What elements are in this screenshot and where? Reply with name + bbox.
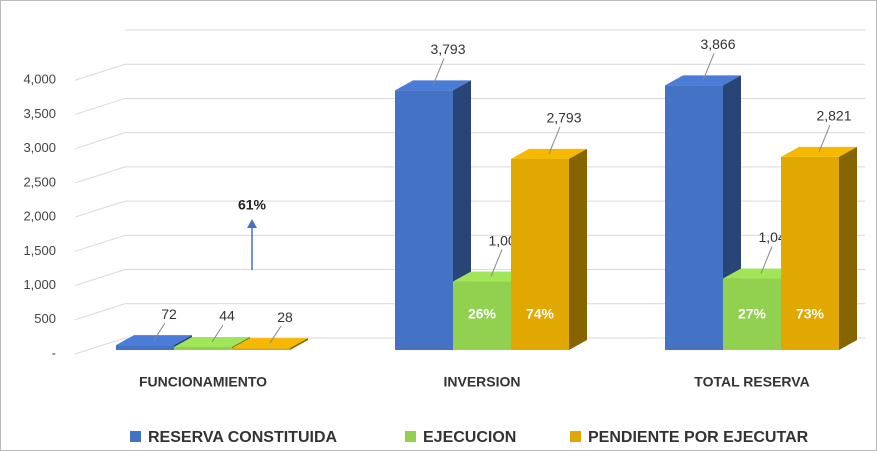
legend-label: RESERVA CONSTITUIDA bbox=[148, 429, 338, 446]
bar bbox=[116, 345, 174, 350]
value-label: 44 bbox=[219, 308, 235, 324]
leader-line bbox=[818, 124, 831, 153]
grid-line bbox=[74, 63, 865, 81]
grid-line bbox=[74, 337, 865, 355]
bar bbox=[232, 348, 290, 350]
grid-line bbox=[74, 97, 865, 115]
leader-line bbox=[432, 58, 445, 86]
x-tick-label: TOTAL RESERVA bbox=[694, 374, 809, 390]
bar-side bbox=[569, 148, 587, 350]
value-label: 2,821 bbox=[816, 108, 851, 124]
percent-label: 73% bbox=[796, 306, 825, 322]
value-label: 72 bbox=[161, 306, 177, 322]
leader-line bbox=[153, 322, 166, 341]
grid-line bbox=[74, 234, 865, 252]
y-tick-label: 3,500 bbox=[23, 106, 56, 121]
bar bbox=[453, 281, 511, 350]
grid-line bbox=[74, 132, 865, 150]
y-tick-label: 1,500 bbox=[23, 243, 56, 258]
value-label: 2,793 bbox=[546, 110, 581, 126]
bar-side bbox=[290, 338, 308, 350]
y-tick-label: 2,000 bbox=[23, 209, 56, 224]
legend-swatch bbox=[405, 431, 416, 442]
y-tick-label: - bbox=[52, 345, 56, 360]
x-tick-label: FUNCIONAMIENTO bbox=[139, 374, 267, 390]
bar bbox=[511, 158, 569, 350]
legend-label: EJECUCION bbox=[423, 429, 516, 446]
percent-label: 27% bbox=[738, 306, 767, 322]
legend-label: PENDIENTE POR EJECUTAR bbox=[588, 429, 809, 446]
grid-line bbox=[74, 269, 865, 287]
grid-line bbox=[74, 166, 865, 184]
percent-label: 61% bbox=[238, 197, 267, 213]
x-tick-label: INVERSION bbox=[443, 374, 520, 390]
leader-line bbox=[702, 53, 715, 81]
y-tick-label: 3,000 bbox=[23, 140, 56, 155]
legend-swatch bbox=[130, 431, 141, 442]
y-tick-label: 500 bbox=[34, 311, 56, 326]
legend-swatch bbox=[570, 431, 581, 442]
leader-line bbox=[211, 324, 224, 343]
bar bbox=[174, 346, 232, 350]
bar bbox=[395, 90, 453, 350]
bar bbox=[665, 85, 723, 351]
y-tick-label: 2,500 bbox=[23, 174, 56, 189]
y-tick-label: 4,000 bbox=[23, 72, 56, 87]
leader-line bbox=[490, 249, 503, 277]
bar bbox=[781, 156, 839, 350]
grid-line bbox=[74, 200, 865, 218]
percent-label: 26% bbox=[468, 306, 497, 322]
percent-label: 74% bbox=[526, 306, 555, 322]
grid-line bbox=[74, 303, 865, 321]
y-tick-label: 1,000 bbox=[23, 277, 56, 292]
leader-line bbox=[760, 246, 773, 274]
bar bbox=[723, 278, 781, 350]
value-label: 3,793 bbox=[430, 41, 465, 57]
percent-label: 39% bbox=[247, 306, 276, 322]
leader-line bbox=[548, 126, 561, 155]
value-label: 3,866 bbox=[700, 36, 735, 52]
value-label: 28 bbox=[277, 309, 293, 325]
bar-side bbox=[839, 146, 857, 350]
arrow-head bbox=[247, 219, 257, 228]
leader-line bbox=[269, 325, 282, 344]
